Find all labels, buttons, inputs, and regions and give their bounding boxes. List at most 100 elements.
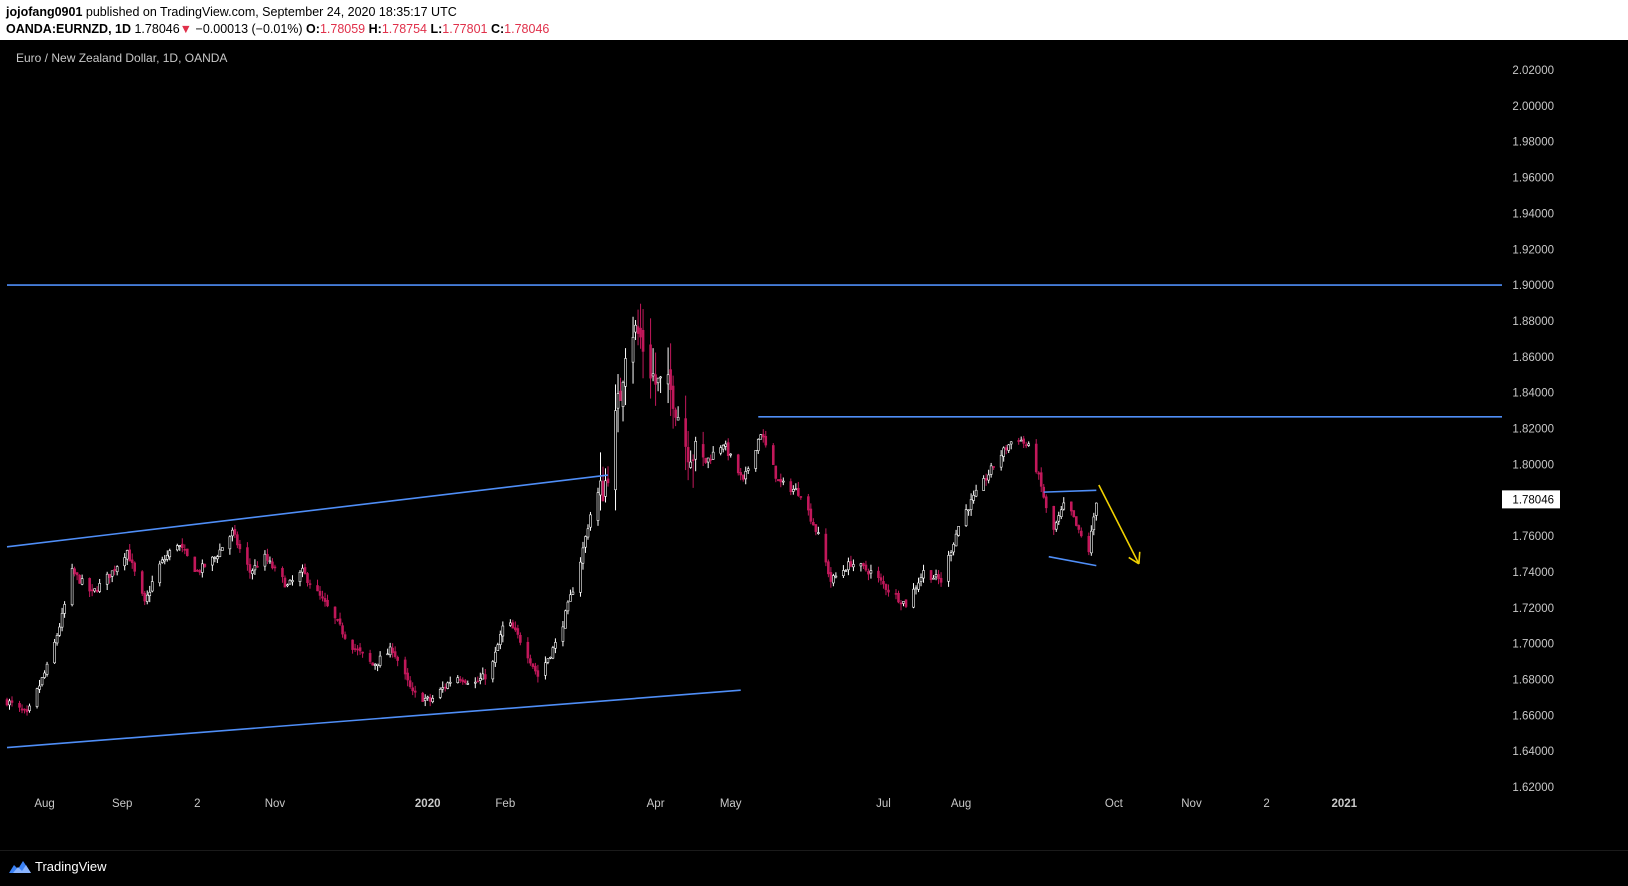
- candle-body: [554, 642, 557, 649]
- candle-body: [531, 663, 535, 667]
- candle-body: [43, 672, 46, 678]
- time-axis[interactable]: Aug Sep 2 Nov 2020 Feb Apr May Jul Aug Oct Nov 2 2021: [34, 798, 1357, 810]
- candle-body: [939, 577, 943, 583]
- candle-body: [536, 670, 540, 677]
- candle-body: [706, 457, 710, 463]
- candle-body: [972, 495, 975, 501]
- close-label: C:: [490, 22, 505, 36]
- candle-body: [231, 529, 234, 537]
- candle-body: [824, 533, 828, 563]
- candle-body: [55, 635, 59, 644]
- candle-body: [130, 559, 134, 563]
- candle-body: [268, 560, 272, 563]
- time-tick-label: Oct: [1105, 798, 1124, 810]
- candle-body: [160, 559, 164, 563]
- candle-body: [25, 709, 29, 713]
- time-tick-label: Sep: [112, 798, 132, 810]
- candle-body: [228, 536, 232, 550]
- brand-name[interactable]: TradingView: [35, 859, 107, 874]
- candle-body: [764, 435, 768, 446]
- candle-body: [63, 604, 66, 614]
- candle-body: [639, 327, 642, 338]
- candle-body: [376, 663, 379, 667]
- price-tick-label: 1.90000: [1512, 280, 1554, 292]
- candle-body: [466, 683, 470, 685]
- candle-body: [954, 533, 958, 547]
- chart-area[interactable]: Euro / New Zealand Dollar, 1D, OANDA 2.0…: [0, 40, 1628, 850]
- candle-body: [546, 658, 550, 663]
- candle-body: [741, 474, 745, 480]
- symbol-label[interactable]: OANDA:EURNZD, 1D: [6, 22, 131, 36]
- candle-body: [834, 575, 838, 578]
- candle-body: [113, 568, 116, 572]
- price-tick-label: 1.74000: [1512, 567, 1554, 579]
- candle-body: [201, 563, 204, 573]
- tradingview-logo-icon[interactable]: [8, 859, 32, 875]
- candle-body: [897, 592, 900, 603]
- candle-body: [428, 697, 432, 702]
- candle-body: [937, 574, 940, 580]
- trend-line[interactable]: [6, 474, 609, 548]
- candle-body: [829, 572, 833, 582]
- candle-body: [992, 466, 995, 468]
- candle-body: [98, 583, 101, 592]
- trend-line[interactable]: [1048, 555, 1097, 567]
- candle-body: [1062, 502, 1066, 510]
- candle-body: [1037, 472, 1041, 475]
- trend-line[interactable]: [1043, 489, 1097, 493]
- candle-body: [198, 570, 202, 573]
- candle-body: [917, 582, 920, 590]
- candle-body: [1072, 510, 1076, 518]
- open-value: 1.78059: [319, 22, 366, 36]
- candle-body: [336, 619, 339, 621]
- drawings-layer[interactable]: [6, 284, 1502, 749]
- candle-body: [251, 570, 254, 575]
- candle-body: [1095, 502, 1098, 516]
- candle-body: [411, 687, 414, 692]
- candle-body: [624, 358, 627, 387]
- candle-body: [53, 641, 56, 664]
- footer-bar: TradingView: [0, 850, 1628, 886]
- candle-body: [912, 588, 915, 608]
- price-axis[interactable]: 2.02000 2.00000 1.98000 1.96000 1.94000 1.920…: [1512, 65, 1554, 794]
- price-tick-label: 1.66000: [1512, 710, 1554, 722]
- candle-body: [413, 690, 417, 693]
- candle-body: [73, 568, 76, 575]
- high-value: 1.78754: [381, 22, 427, 36]
- candle-body: [606, 478, 610, 484]
- candle-body: [218, 549, 222, 557]
- candle-body: [746, 468, 750, 471]
- candle-body: [70, 568, 74, 606]
- candle-body: [511, 622, 515, 629]
- candle-body: [421, 692, 424, 702]
- candle-body: [23, 708, 26, 711]
- candle-body: [987, 474, 990, 481]
- price-change: −0.00013 (−0.01%): [195, 22, 303, 36]
- candle-body: [478, 678, 482, 681]
- candle-body: [203, 563, 207, 567]
- candle-body: [754, 450, 758, 469]
- candle-body: [388, 646, 392, 656]
- candle-body: [338, 618, 342, 625]
- candle-body: [571, 591, 575, 595]
- candle-body: [789, 481, 793, 493]
- candle-body: [298, 571, 302, 582]
- candle-body: [859, 563, 863, 567]
- candle-body: [281, 568, 284, 578]
- candle-body: [499, 634, 502, 645]
- candle-body: [807, 496, 810, 511]
- price-chart[interactable]: Euro / New Zealand Dollar, 1D, OANDA 2.0…: [0, 40, 1628, 850]
- time-tick-label: Aug: [34, 798, 54, 810]
- candle-body: [180, 543, 184, 549]
- author-name[interactable]: jojofang0901: [6, 5, 83, 19]
- candle-body: [989, 465, 993, 475]
- candle-body: [93, 588, 96, 592]
- candle-body: [291, 580, 294, 583]
- down-arrow-line[interactable]: [1098, 484, 1140, 565]
- last-price-marker: 1.78046: [1502, 490, 1560, 509]
- candle-body: [288, 579, 292, 585]
- candle-body: [441, 687, 445, 690]
- trend-line[interactable]: [6, 689, 741, 749]
- candle-body: [461, 679, 465, 683]
- candle-body: [636, 326, 640, 334]
